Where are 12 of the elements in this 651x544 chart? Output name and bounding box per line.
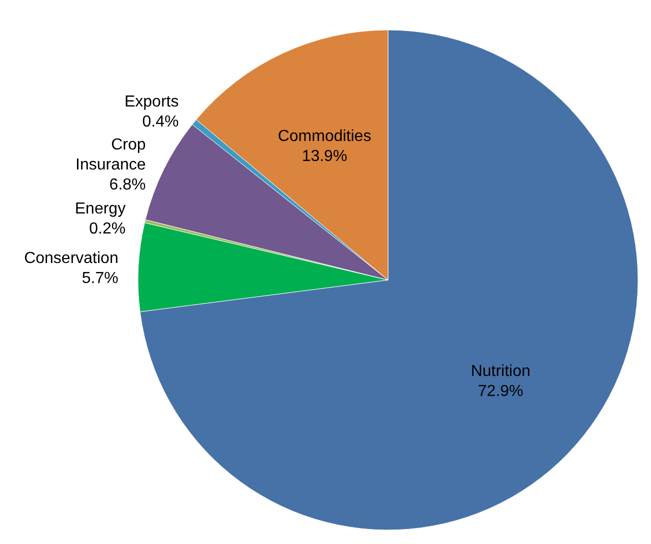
slice-label: Energy [74, 200, 126, 218]
data-label: 72.9% [478, 383, 524, 400]
data-label: 0.2% [89, 220, 126, 238]
slice-label: Nutrition [470, 363, 530, 380]
slice-label: Commodities [278, 128, 372, 146]
slice-label: Crop Insurance [76, 136, 146, 174]
data-label: 13.9% [302, 148, 348, 166]
slice-label: Conservation [24, 250, 118, 267]
data-label: 5.7% [82, 270, 118, 287]
slice-label: Exports [124, 93, 179, 110]
data-label: 0.4% [142, 113, 179, 130]
data-label: 6.8% [109, 176, 146, 194]
